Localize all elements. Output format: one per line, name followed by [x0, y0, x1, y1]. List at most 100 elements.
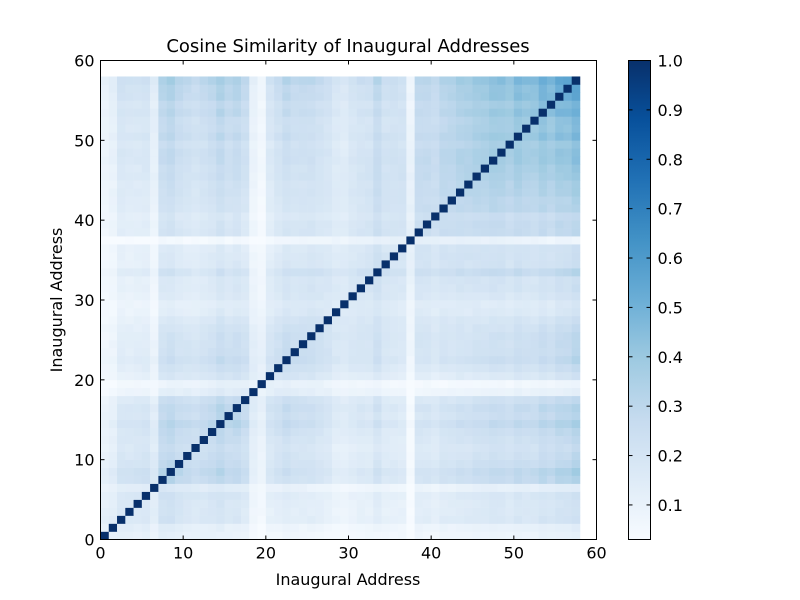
heatmap-cell: [298, 276, 308, 285]
heatmap-cell: [315, 164, 324, 173]
heatmap-cell: [406, 76, 415, 85]
heatmap-cell: [232, 172, 242, 181]
heatmap-cell: [381, 204, 391, 213]
heatmap-cell: [282, 459, 291, 468]
heatmap-cell: [315, 292, 324, 301]
heatmap-cell: [398, 459, 407, 468]
heatmap-cell: [331, 315, 341, 325]
heatmap-cell: [530, 76, 539, 85]
heatmap-cell: [356, 443, 366, 452]
heatmap-cell: [447, 339, 457, 349]
heatmap-cell: [522, 443, 531, 452]
heatmap-cell: [389, 387, 399, 397]
heatmap-cell: [141, 443, 151, 452]
heatmap-cell: [307, 411, 316, 421]
heatmap-cell: [447, 427, 457, 437]
heatmap-cell: [472, 188, 482, 197]
heatmap-cell: [464, 491, 473, 500]
heatmap-cell: [166, 355, 176, 365]
heatmap-cell: [406, 475, 415, 484]
heatmap-cell: [505, 531, 515, 540]
heatmap-cell: [174, 172, 184, 181]
heatmap-cell: [538, 435, 548, 444]
heatmap-cell: [406, 292, 415, 301]
heatmap-cell: [125, 307, 134, 317]
heatmap-cell: [530, 156, 539, 165]
heatmap-cell: [546, 307, 556, 317]
heatmap-cell: [472, 427, 482, 437]
heatmap-cell: [216, 292, 225, 301]
heatmap-cell: [464, 507, 473, 516]
heatmap-cell: [414, 507, 424, 516]
heatmap-cell: [315, 220, 324, 229]
heatmap-cell: [340, 467, 349, 476]
heatmap-cell: [199, 212, 209, 221]
heatmap-cell: [381, 531, 391, 540]
heatmap-cell: [191, 403, 200, 413]
heatmap-cell: [174, 395, 184, 405]
heatmap-cell: [489, 443, 498, 452]
heatmap-cell: [265, 292, 275, 301]
heatmap-cell: [282, 148, 291, 157]
heatmap-cell: [108, 499, 118, 508]
heatmap-cell: [158, 507, 167, 516]
heatmap-cell: [522, 292, 531, 301]
heatmap-cell: [191, 212, 200, 221]
heatmap-cell: [373, 132, 382, 141]
heatmap-cell: [166, 483, 176, 492]
heatmap-cell: [290, 300, 300, 309]
heatmap-cell: [199, 491, 209, 500]
heatmap-cell: [174, 339, 184, 349]
heatmap-cell: [414, 164, 424, 173]
heatmap-cell: [381, 180, 391, 189]
heatmap-cell: [117, 467, 126, 476]
heatmap-cell: [505, 164, 515, 173]
heatmap-cell: [464, 156, 473, 165]
heatmap-cell: [232, 387, 242, 397]
heatmap-cell: [447, 403, 457, 413]
heatmap-cell: [117, 355, 126, 365]
heatmap-cell: [447, 196, 457, 205]
heatmap-cell: [439, 204, 448, 213]
heatmap-cell: [315, 140, 324, 149]
heatmap-cell: [298, 515, 308, 524]
heatmap-cell: [546, 355, 556, 365]
heatmap-cell: [232, 531, 242, 540]
heatmap-cell: [373, 148, 382, 157]
heatmap-cell: [555, 196, 564, 205]
heatmap-cell: [108, 403, 118, 413]
heatmap-cell: [257, 260, 267, 269]
heatmap-cell: [389, 371, 399, 381]
heatmap-cell: [489, 172, 498, 181]
heatmap-cell: [331, 276, 341, 285]
heatmap-cell: [365, 228, 374, 237]
heatmap-cell: [323, 443, 333, 452]
heatmap-cell: [257, 531, 267, 540]
heatmap-cell: [100, 260, 110, 269]
heatmap-cell: [133, 132, 143, 141]
heatmap-cell: [174, 148, 184, 157]
heatmap-cell: [381, 427, 391, 437]
heatmap-cell: [323, 156, 333, 165]
heatmap-cell: [108, 260, 118, 269]
heatmap-cell: [257, 188, 267, 197]
heatmap-cell: [232, 499, 242, 508]
heatmap-cell: [373, 371, 382, 381]
heatmap-cell: [530, 443, 539, 452]
heatmap-cell: [125, 76, 134, 85]
heatmap-cell: [439, 347, 448, 357]
heatmap-cell: [538, 132, 548, 141]
heatmap-cell: [414, 156, 424, 165]
heatmap-cell: [439, 331, 448, 341]
heatmap-cell: [274, 228, 283, 237]
y-tick-label: 20: [74, 371, 94, 390]
heatmap-cell: [265, 188, 275, 197]
heatmap-cell: [117, 315, 126, 325]
heatmap-cell: [464, 116, 473, 125]
heatmap-cell: [431, 339, 440, 349]
heatmap-cell: [158, 331, 167, 341]
heatmap-cell: [150, 236, 159, 245]
heatmap-cell: [480, 92, 490, 101]
heatmap-cell: [563, 507, 572, 516]
heatmap-cell: [141, 531, 151, 540]
